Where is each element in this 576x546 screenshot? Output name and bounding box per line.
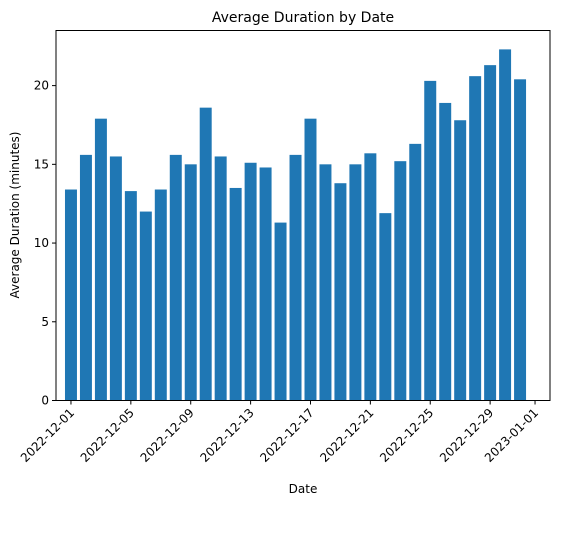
bar-2022-12-13	[244, 162, 257, 401]
x-tick-label: 2022-12-01	[18, 406, 77, 465]
bar-2022-12-01	[64, 189, 77, 401]
bar-2022-12-11	[214, 156, 227, 401]
bar-2022-12-16	[289, 154, 302, 401]
bar-2022-12-20	[349, 164, 362, 401]
chart-title: Average Duration by Date	[212, 10, 394, 26]
x-axis: 2022-12-01 2022-12-05 2022-12-09 2022-12-13…	[18, 400, 541, 465]
bar-2022-12-24	[409, 143, 422, 401]
bar-2022-12-07	[154, 189, 167, 401]
x-tick-label: 2022-12-17	[257, 406, 316, 465]
bar-2022-12-31	[514, 79, 527, 401]
bar-2022-12-21	[364, 153, 377, 401]
bar-2022-12-29	[484, 65, 497, 401]
bar-2022-12-30	[499, 49, 512, 401]
bar-2022-12-04	[109, 156, 122, 401]
x-tick-label: 2022-12-05	[78, 406, 137, 465]
y-tick-label: 20	[34, 79, 49, 93]
bar-2022-12-03	[94, 118, 107, 401]
bar-2022-12-26	[439, 102, 452, 401]
bar-2022-12-09	[184, 164, 197, 401]
y-tick-label: 5	[41, 315, 49, 329]
bar-2022-12-06	[139, 211, 152, 401]
y-axis-label: Average Duration (minutes)	[8, 132, 22, 299]
bar-2022-12-14	[259, 167, 272, 401]
bar-2022-12-28	[469, 76, 482, 401]
y-tick-label: 15	[34, 157, 49, 171]
bar-2022-12-02	[79, 154, 92, 401]
x-tick-label: 2022-12-13	[198, 406, 257, 465]
bar-2022-12-19	[334, 183, 347, 401]
bar-2022-12-10	[199, 107, 212, 401]
y-tick-label: 0	[41, 394, 49, 408]
bar-2022-12-23	[394, 161, 407, 401]
bar-2022-12-22	[379, 213, 392, 401]
bar-2022-12-27	[454, 120, 467, 401]
bar-2022-12-18	[319, 164, 332, 401]
y-axis: 0 5 10 15 20	[34, 79, 56, 408]
x-tick-label: 2022-12-25	[377, 406, 436, 465]
bar-2022-12-05	[124, 191, 137, 401]
y-tick-label: 10	[34, 236, 49, 250]
x-axis-label: Date	[289, 482, 318, 496]
bar-2022-12-17	[304, 118, 317, 401]
bars-group	[64, 49, 527, 401]
x-tick-label: 2022-12-21	[317, 406, 376, 465]
plot-frame	[55, 30, 551, 401]
bar-2022-12-15	[274, 222, 287, 401]
x-tick-label: 2022-12-09	[138, 406, 197, 465]
bar-2022-12-25	[424, 80, 437, 401]
bar-2022-12-12	[229, 187, 242, 401]
bar-2022-12-08	[169, 154, 182, 401]
